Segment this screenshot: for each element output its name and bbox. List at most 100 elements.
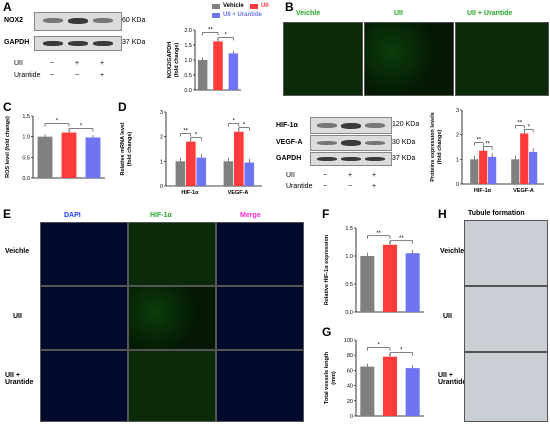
y-tick-label: 20 [347, 399, 353, 405]
sig-bracket [44, 123, 70, 127]
e-img-urantide-merge [216, 350, 304, 422]
y-tick-label: 0.5 [345, 282, 353, 288]
sig-label: * [527, 124, 530, 130]
bar [405, 368, 420, 416]
y-tick-label: 1.0 [184, 58, 192, 64]
wb-a-urantide-2: − [74, 72, 80, 79]
bar [405, 253, 420, 312]
bar [223, 161, 234, 186]
y-tick-label: 3 [160, 110, 163, 116]
h-row-vehicle: Veichle [440, 248, 465, 255]
sig-bracket [202, 32, 219, 36]
h-img-uii-urantide [464, 352, 548, 422]
h-title: Tubule formation [468, 210, 525, 217]
bar [360, 366, 375, 416]
e-img-uii-merge [216, 286, 304, 350]
legend: Vehicle UII UII + Urantide [212, 3, 292, 28]
sig-label: ** [517, 120, 522, 126]
e-row-uii: UII [13, 313, 22, 320]
bar [520, 133, 529, 184]
sig-bracket [474, 142, 484, 146]
chart-c: 0.0 0.5 1.0 1.5 ROS level (fold change) * * [5, 114, 105, 182]
b-col-uii: UII [394, 10, 403, 17]
sig-bracket [68, 128, 94, 132]
sig-bracket [367, 347, 391, 351]
panel-label-h: H [438, 207, 447, 221]
e-img-urantide-hif [128, 350, 216, 422]
bar [470, 159, 479, 184]
b-col-uii-urantide: UII + Urantide [467, 10, 513, 17]
h-row-uii-urantide: UII + Urantide [438, 372, 467, 386]
chart-d-mrna: 0 1 2 3 Relative mRNA level (fold change) HIF-… [120, 110, 262, 196]
sig-bracket [228, 123, 240, 127]
y-tick-label: 1.5 [184, 43, 192, 49]
panel-label-b: B [285, 0, 294, 14]
bar [382, 356, 398, 416]
e-row-uii-urantide: UII + Urantide [5, 372, 34, 386]
bar [382, 244, 398, 312]
chart-f: 0.0 0.5 1.0 1.5 Relative HIF-1α expression **… [324, 226, 424, 316]
bar [244, 162, 255, 186]
chart-g: 0 20 40 60 80 100 Total vessels length (mm) * * [324, 338, 424, 420]
wb-a-uii-label: UII [14, 60, 23, 67]
y-axis-label: Total vessels length [324, 351, 330, 404]
wb-b-uii-2: + [347, 172, 353, 179]
bar [488, 156, 497, 184]
wb-b-mw-30: 30 KDa [392, 139, 416, 146]
wb-a-nox2-blot [34, 12, 122, 31]
wb-b-uii-1: − [322, 172, 328, 179]
y-tick-label: 1 [160, 159, 163, 165]
wb-b-row-hif: HIF-1α [276, 122, 298, 129]
e-img-urantide-dapi [40, 350, 128, 422]
e-img-uii-hif [128, 286, 216, 350]
sig-bracket [515, 125, 525, 129]
wb-a-uii-1: − [49, 60, 55, 67]
wb-a-row-nox2: NOX2 [4, 17, 24, 24]
e-img-vehicle-hif [128, 222, 216, 286]
y-tick-label: 1.0 [345, 254, 353, 260]
sig-bracket [367, 235, 391, 239]
y-tick-label: 60 [347, 368, 353, 374]
wb-b-row-vegf: VEGF-A [276, 139, 303, 146]
sig-label: ** [183, 129, 188, 135]
y-tick-label: 0.5 [184, 73, 192, 79]
wb-a-mw-37: 37 KDa [122, 39, 146, 46]
y-tick-label: 0 [350, 414, 353, 420]
y-tick-label: 2 [160, 135, 163, 141]
sig-label: ** [399, 236, 404, 242]
wb-b-vegf-blot [310, 135, 392, 151]
bar [37, 136, 53, 178]
wb-a-row-gapdh: GAPDH [4, 39, 30, 46]
sig-bracket [482, 146, 493, 150]
wb-b-urantide-2: − [347, 183, 353, 190]
panel-label-e: E [3, 207, 12, 221]
sig-label: * [80, 124, 83, 130]
sig-bracket [389, 352, 413, 356]
bar [175, 161, 186, 186]
y-axis-label: (fold change) [174, 43, 180, 78]
y-axis-label: (mm) [331, 371, 337, 385]
y-tick-label: 1.5 [345, 226, 353, 232]
wb-a-urantide-label: Urantide [14, 72, 41, 79]
sig-label: * [400, 348, 403, 354]
panel-label-c: C [3, 100, 12, 114]
y-tick-label: 0.0 [184, 88, 192, 94]
e-img-vehicle-merge [216, 222, 304, 286]
wb-b-row-gapdh: GAPDH [276, 155, 302, 162]
bar [213, 41, 223, 90]
bar [186, 141, 196, 186]
e-img-vehicle-dapi [40, 222, 128, 286]
wb-b-mw-37: 37 KDa [392, 155, 416, 162]
y-tick-label: 100 [344, 338, 353, 344]
sig-bracket [523, 129, 534, 133]
wb-a-gapdh-blot [34, 36, 122, 51]
y-axis-label: ROS level (fold change) [5, 116, 11, 178]
sig-bracket [180, 133, 192, 137]
e-col-merge: Merge [240, 212, 261, 219]
x-tick-label: VEGF-A [513, 188, 534, 194]
y-tick-label: 1.5 [22, 114, 30, 120]
legend-label-uii: UII [261, 3, 269, 9]
y-axis-label: Proteins expression levels [430, 112, 436, 181]
y-tick-label: 3 [456, 108, 459, 114]
